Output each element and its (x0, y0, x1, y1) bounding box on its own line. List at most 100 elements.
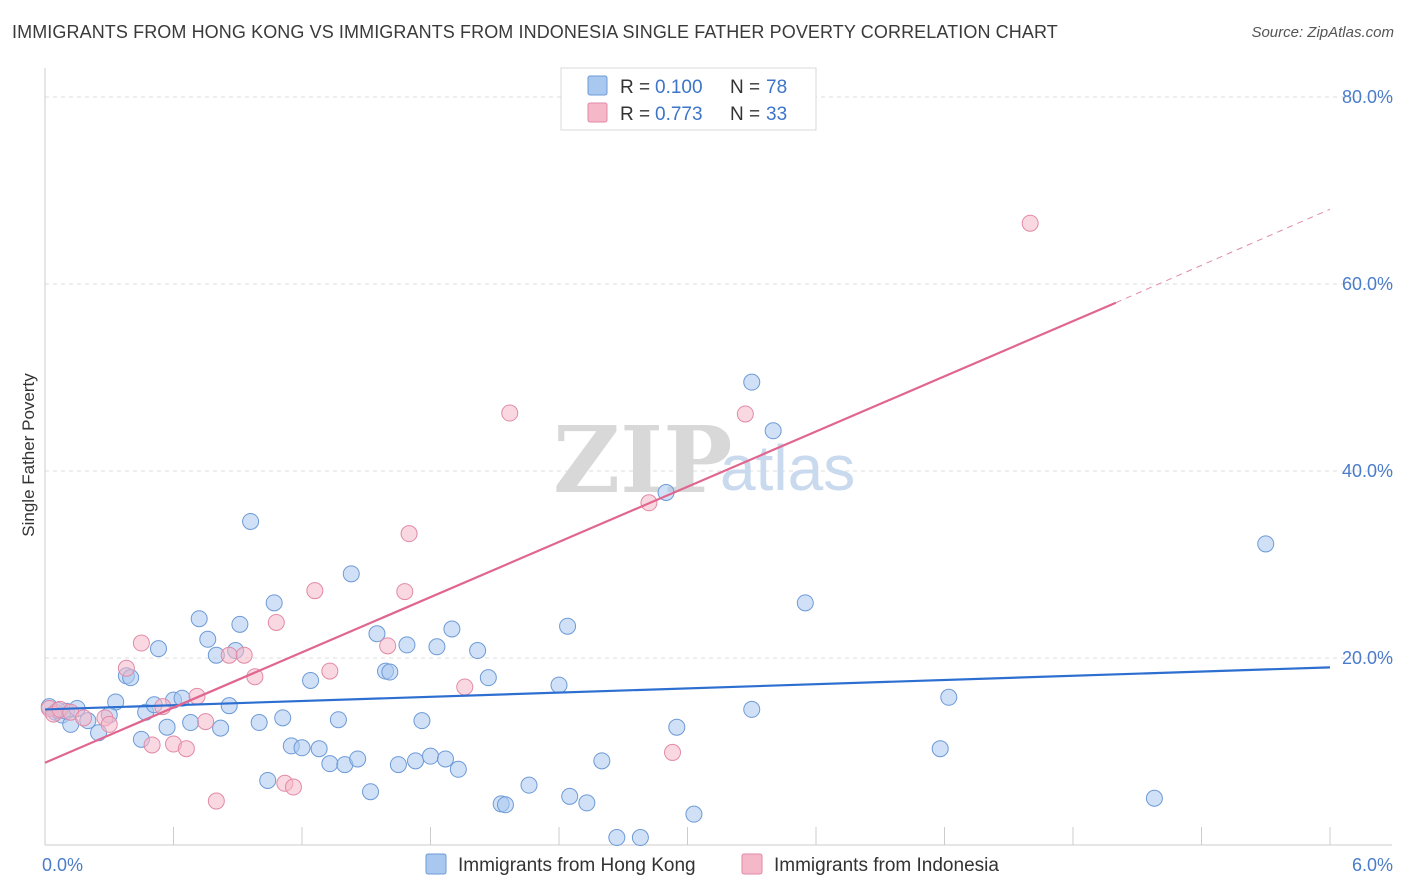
watermark-zip: ZIP (553, 406, 732, 514)
data-point-hong-kong (1257, 535, 1275, 553)
series-legend-label-hong-kong: Immigrants from Hong Kong (458, 855, 696, 876)
y-axis-label: Single Father Poverty (19, 373, 38, 537)
data-point-hong-kong (559, 617, 577, 635)
data-point-hong-kong (274, 709, 292, 727)
stats-legend: R = 0.100 N = 78 R = 0.773 N = 33 (560, 67, 817, 131)
data-point-hong-kong (190, 610, 208, 628)
legend-r-label-hong-kong: R = (620, 77, 650, 98)
data-point-hong-kong (743, 373, 761, 391)
data-point-indonesia (235, 646, 253, 664)
trend-line-indonesia (44, 301, 1117, 764)
data-point-hong-kong (389, 756, 407, 774)
data-point-hong-kong (158, 718, 176, 736)
legend-swatch-indonesia (587, 102, 608, 123)
data-point-indonesia (456, 678, 474, 696)
data-point-hong-kong (1145, 789, 1163, 807)
data-point-hong-kong (422, 747, 439, 765)
data-point-indonesia (501, 404, 519, 422)
legend-n-label-indonesia: N = (730, 104, 760, 125)
data-point-hong-kong (231, 615, 249, 633)
series-legend-label-indonesia: Immigrants from Indonesia (774, 855, 999, 876)
data-point-hong-kong (381, 663, 399, 681)
data-point-indonesia (664, 743, 682, 761)
data-point-hong-kong (342, 565, 360, 583)
data-point-indonesia (100, 715, 118, 733)
data-point-hong-kong (265, 594, 283, 612)
legend-swatch-hong-kong (587, 75, 608, 96)
data-point-hong-kong (242, 512, 260, 530)
series-indonesia-points (40, 214, 1039, 810)
data-point-hong-kong (220, 697, 238, 715)
data-point-hong-kong (479, 669, 497, 687)
data-point-indonesia (75, 709, 93, 727)
data-point-hong-kong (407, 752, 425, 770)
data-point-indonesia (177, 740, 195, 758)
legend-r-value-hong-kong: 0.100 (655, 77, 703, 98)
legend-n-value-indonesia: 33 (766, 104, 787, 125)
data-point-hong-kong (469, 642, 487, 660)
data-point-indonesia (117, 659, 135, 677)
x-tick-labels: 0.0% 6.0% (42, 855, 1393, 875)
data-point-hong-kong (329, 711, 347, 729)
data-point-indonesia (143, 736, 161, 754)
y-tick-labels: 20.0% 40.0% 60.0% 80.0% (1342, 87, 1393, 668)
data-point-indonesia (132, 634, 150, 652)
y-tick-label: 40.0% (1342, 461, 1393, 481)
legend-n-value-hong-kong: 78 (766, 77, 787, 98)
data-point-hong-kong (436, 750, 454, 768)
data-point-indonesia (321, 662, 339, 680)
data-point-hong-kong (764, 422, 782, 440)
data-point-indonesia (1021, 214, 1039, 232)
series-legend-swatch-hong-kong (425, 853, 447, 875)
data-point-hong-kong (443, 620, 461, 638)
data-point-hong-kong (578, 794, 596, 812)
data-point-hong-kong (796, 594, 814, 612)
data-point-indonesia (207, 792, 225, 810)
x-tick-label: 0.0% (42, 855, 83, 875)
data-point-hong-kong (550, 676, 568, 694)
trend-line-indonesia-extension (1115, 208, 1331, 304)
data-point-hong-kong (398, 636, 416, 654)
legend-r-value-indonesia: 0.773 (655, 104, 703, 125)
data-point-hong-kong (321, 755, 339, 773)
data-point-indonesia (396, 583, 414, 601)
data-point-hong-kong (362, 783, 380, 801)
trend-lines (44, 208, 1331, 764)
data-point-hong-kong (293, 739, 311, 757)
y-tick-label: 80.0% (1342, 87, 1393, 107)
data-point-hong-kong (310, 740, 328, 758)
y-tick-label: 60.0% (1342, 274, 1393, 294)
data-point-hong-kong (940, 688, 958, 706)
gridlines (45, 96, 1392, 659)
data-point-hong-kong (668, 718, 686, 736)
chart-title: IMMIGRANTS FROM HONG KONG VS IMMIGRANTS … (12, 22, 1058, 42)
data-point-hong-kong (449, 760, 467, 778)
data-point-hong-kong (561, 787, 579, 805)
data-point-indonesia (379, 637, 397, 655)
series-legend-swatch-indonesia (741, 853, 763, 875)
data-point-hong-kong (631, 829, 649, 847)
data-point-hong-kong (496, 796, 514, 814)
data-point-hong-kong (250, 714, 268, 732)
data-point-hong-kong (150, 640, 168, 658)
data-point-hong-kong (259, 771, 277, 789)
data-point-hong-kong (199, 630, 217, 648)
data-point-hong-kong (413, 712, 431, 730)
data-point-hong-kong (685, 805, 703, 823)
data-point-hong-kong (428, 638, 446, 656)
x-tick-label: 6.0% (1352, 855, 1393, 875)
series-hong-kong-points (40, 373, 1275, 847)
watermark: ZIP atlas (553, 406, 855, 514)
trend-line-hong-kong (44, 666, 1331, 711)
data-point-hong-kong (182, 714, 200, 732)
data-point-indonesia (306, 582, 324, 600)
data-point-hong-kong (743, 700, 761, 718)
data-point-hong-kong (593, 752, 611, 770)
data-point-hong-kong (931, 740, 949, 758)
data-point-hong-kong (608, 829, 626, 847)
data-point-indonesia (267, 613, 285, 631)
data-point-hong-kong (302, 671, 320, 689)
legend-r-label-indonesia: R = (620, 104, 650, 125)
legend-n-label-hong-kong: N = (730, 77, 760, 98)
